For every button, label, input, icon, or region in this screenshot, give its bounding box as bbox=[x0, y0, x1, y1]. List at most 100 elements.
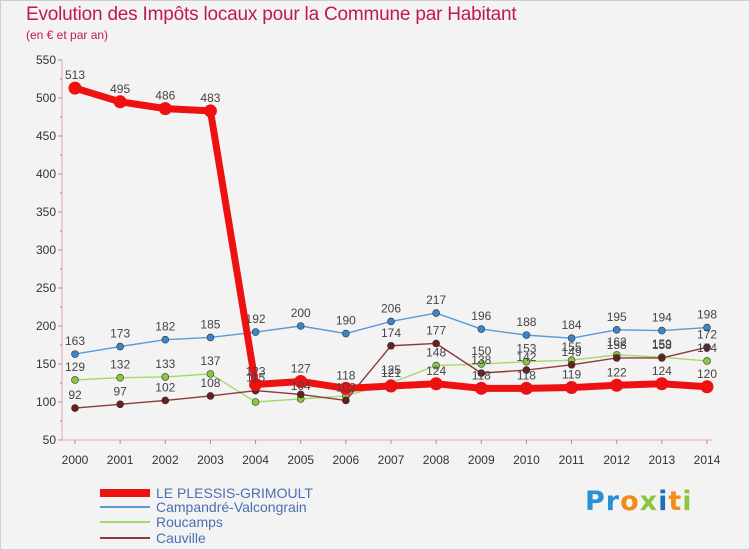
data-label: 133 bbox=[155, 357, 175, 371]
data-point bbox=[432, 361, 440, 370]
data-label: 129 bbox=[65, 360, 85, 374]
data-point bbox=[477, 369, 486, 377]
data-label: 155 bbox=[562, 340, 582, 354]
data-label: 118 bbox=[336, 368, 355, 382]
data-label: 194 bbox=[652, 311, 672, 325]
data-label: 190 bbox=[336, 314, 356, 328]
data-point bbox=[477, 325, 486, 333]
data-point bbox=[113, 95, 127, 109]
data-label: 200 bbox=[291, 306, 311, 320]
y-tick-label: 250 bbox=[36, 281, 56, 295]
legend-label: Cauville bbox=[156, 530, 206, 546]
data-label: 118 bbox=[517, 368, 536, 382]
data-point bbox=[161, 373, 170, 381]
data-point bbox=[71, 376, 79, 384]
data-point bbox=[655, 377, 669, 391]
proxiti-logo: Proxiti bbox=[585, 486, 693, 517]
data-label: 195 bbox=[607, 310, 627, 324]
x-tick-label: 2012 bbox=[603, 453, 630, 467]
data-label: 177 bbox=[426, 323, 446, 337]
chart-title: Evolution des Impôts locaux pour la Comm… bbox=[26, 4, 517, 25]
y-tick-label: 450 bbox=[36, 129, 56, 143]
y-tick-label: 300 bbox=[36, 243, 56, 257]
data-point bbox=[206, 370, 215, 378]
data-label: 154 bbox=[697, 341, 717, 355]
x-tick-label: 2014 bbox=[694, 453, 721, 467]
data-label: 121 bbox=[381, 366, 401, 380]
data-point bbox=[612, 354, 621, 362]
data-label: 108 bbox=[200, 376, 220, 390]
data-point bbox=[251, 328, 260, 336]
data-point bbox=[71, 350, 79, 358]
data-point bbox=[432, 339, 440, 348]
data-point bbox=[565, 381, 579, 395]
y-tick-label: 400 bbox=[36, 167, 56, 181]
legend-swatch bbox=[100, 521, 150, 523]
data-point bbox=[567, 360, 576, 369]
x-tick-label: 2010 bbox=[513, 453, 540, 467]
data-point bbox=[387, 341, 395, 350]
logo-part: i bbox=[682, 486, 693, 517]
data-point bbox=[203, 104, 217, 118]
data-point bbox=[384, 379, 398, 393]
data-label: 198 bbox=[697, 308, 717, 322]
data-point bbox=[249, 378, 263, 392]
data-label: 188 bbox=[516, 315, 536, 329]
legend-swatch bbox=[100, 506, 150, 508]
data-point bbox=[432, 309, 440, 317]
legend-swatch bbox=[100, 489, 150, 497]
data-label: 162 bbox=[607, 335, 627, 349]
legend-item: Cauville bbox=[100, 530, 206, 546]
data-label: 495 bbox=[110, 82, 130, 96]
x-tick-label: 2004 bbox=[242, 453, 269, 467]
data-point bbox=[700, 380, 714, 394]
y-tick-label: 550 bbox=[36, 53, 56, 67]
data-label: 182 bbox=[155, 320, 175, 334]
data-point bbox=[161, 396, 170, 405]
data-label: 123 bbox=[246, 365, 266, 379]
legend-label: LE PLESSIS-GRIMOULT bbox=[156, 485, 313, 501]
data-label: 486 bbox=[155, 89, 175, 103]
logo-part: Pr bbox=[585, 486, 621, 517]
data-point bbox=[703, 357, 711, 365]
data-label: 132 bbox=[110, 358, 130, 372]
data-label: 483 bbox=[200, 91, 220, 105]
y-tick-label: 350 bbox=[36, 205, 56, 219]
data-label: 127 bbox=[291, 361, 311, 375]
data-label: 217 bbox=[426, 293, 446, 307]
data-label: 137 bbox=[200, 354, 220, 368]
data-label: 138 bbox=[471, 353, 491, 367]
data-point bbox=[116, 342, 124, 351]
data-point bbox=[158, 102, 172, 116]
data-label: 122 bbox=[607, 365, 627, 379]
data-point bbox=[522, 366, 531, 374]
data-point bbox=[116, 400, 124, 409]
data-label: 120 bbox=[697, 367, 717, 381]
data-label: 206 bbox=[381, 301, 401, 315]
x-tick-label: 2007 bbox=[378, 453, 405, 467]
data-label: 102 bbox=[155, 380, 175, 394]
data-label: 174 bbox=[381, 326, 401, 340]
data-label: 119 bbox=[562, 368, 581, 382]
data-point bbox=[251, 398, 260, 406]
data-label: 124 bbox=[652, 364, 672, 378]
data-point bbox=[703, 343, 711, 352]
data-label: 196 bbox=[471, 309, 491, 323]
data-point bbox=[658, 354, 666, 362]
data-label: 142 bbox=[516, 350, 536, 364]
x-tick-label: 2011 bbox=[559, 453, 585, 467]
data-label: 172 bbox=[697, 327, 717, 341]
data-point bbox=[71, 404, 79, 412]
x-tick-label: 2001 bbox=[107, 453, 134, 467]
data-point bbox=[339, 381, 353, 395]
legend-item: LE PLESSIS-GRIMOULT bbox=[100, 485, 313, 501]
data-point bbox=[519, 381, 533, 395]
data-point bbox=[161, 335, 170, 344]
data-label: 125 bbox=[381, 363, 401, 377]
data-label: 173 bbox=[110, 327, 130, 341]
x-tick-label: 2009 bbox=[468, 453, 495, 467]
data-label: 115 bbox=[246, 371, 265, 385]
data-point bbox=[294, 374, 308, 388]
data-label: 124 bbox=[426, 364, 446, 378]
